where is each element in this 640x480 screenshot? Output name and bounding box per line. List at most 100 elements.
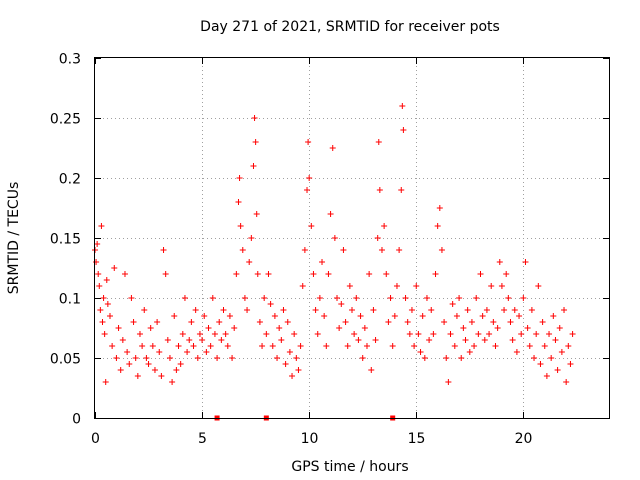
data-point: [415, 331, 422, 337]
data-point: [280, 307, 287, 313]
data-point: [456, 295, 463, 301]
y-tick-label: 0.05: [50, 352, 81, 368]
data-point: [186, 337, 193, 343]
data-point: [158, 373, 165, 379]
data-point: [475, 331, 482, 337]
data-point: [406, 331, 413, 337]
data-point: [434, 223, 441, 229]
data-point: [543, 373, 550, 379]
data-point: [319, 259, 326, 265]
axis-layer: 0 0.05 0.1 0.15 0.2 0.25 0.3 0 5 10 15 20: [50, 52, 609, 447]
data-point: [449, 301, 456, 307]
data-point: [451, 343, 458, 349]
data-point: [106, 313, 113, 319]
data-point: [349, 307, 355, 313]
data-point: [124, 349, 131, 355]
data-point: [552, 337, 559, 343]
data-point: [121, 271, 128, 277]
x-tick-label: 10: [301, 431, 319, 447]
data-point: [516, 313, 523, 319]
data-point: [164, 337, 171, 343]
x-axis-label: GPS time / hours: [291, 459, 408, 475]
data-point: [166, 355, 173, 361]
y-tick-label: 0.1: [59, 292, 81, 308]
data-point: [209, 295, 216, 301]
data-point: [119, 337, 126, 343]
data-point: [156, 349, 163, 355]
data-point: [293, 355, 300, 361]
data-point: [239, 247, 246, 253]
data-point: [462, 337, 469, 343]
data-point: [256, 319, 263, 325]
data-point: [357, 313, 364, 319]
data-point: [468, 319, 475, 325]
data-point: [196, 331, 203, 337]
data-point: [237, 223, 244, 229]
data-point: [338, 301, 345, 307]
data-point: [531, 355, 538, 361]
y-tick-label: 0: [72, 412, 81, 428]
data-point: [263, 331, 270, 337]
data-point: [117, 367, 124, 373]
data-point: [244, 307, 251, 313]
data-point: [376, 187, 383, 193]
data-point: [327, 211, 334, 217]
data-point: [389, 343, 396, 349]
data-point: [99, 319, 106, 325]
data-point: [408, 307, 415, 313]
data-point: [355, 337, 362, 343]
data-point: [473, 295, 480, 301]
data-point: [312, 307, 319, 313]
data-point: [162, 271, 169, 277]
data-point: [97, 307, 104, 313]
data-point: [304, 187, 311, 193]
data-point: [505, 295, 512, 301]
data-point: [251, 115, 258, 121]
data-point: [501, 307, 508, 313]
data-point: [336, 325, 343, 331]
data-point: [471, 343, 478, 349]
x-tick-label: 5: [198, 431, 207, 447]
data-point: [145, 361, 152, 367]
data-point: [250, 163, 257, 169]
data-point: [171, 313, 178, 319]
data-point: [218, 337, 225, 343]
data-point: [305, 139, 312, 145]
data-point: [235, 199, 242, 205]
data-point: [101, 331, 108, 337]
data-point: [344, 343, 351, 349]
data-point: [100, 295, 107, 301]
data-point: [368, 367, 375, 373]
data-point: [314, 331, 321, 337]
x-tick-label: 20: [515, 431, 533, 447]
data-point: [520, 295, 527, 301]
data-point: [207, 343, 214, 349]
data-point: [398, 187, 405, 193]
data-point: [190, 343, 197, 349]
data-point: [381, 223, 388, 229]
data-point: [453, 313, 460, 319]
data-point: [428, 307, 435, 313]
data-point: [411, 343, 418, 349]
data-point: [399, 103, 406, 109]
data-point: [252, 139, 259, 145]
data-point: [503, 271, 510, 277]
data-point: [556, 325, 563, 331]
y-tick-label: 0.2: [59, 172, 81, 188]
data-point: [396, 247, 403, 253]
data-point: [477, 271, 484, 277]
data-point: [548, 355, 555, 361]
data-point: [179, 331, 186, 337]
data-point: [509, 337, 516, 343]
data-point: [374, 235, 381, 241]
data-point: [224, 343, 231, 349]
data-point: [342, 319, 349, 325]
data-point: [141, 307, 148, 313]
data-point: [370, 307, 377, 313]
data-point: [486, 331, 493, 337]
data-points: [92, 103, 576, 385]
data-point: [404, 319, 411, 325]
data-point: [567, 361, 574, 367]
data-point: [132, 355, 139, 361]
